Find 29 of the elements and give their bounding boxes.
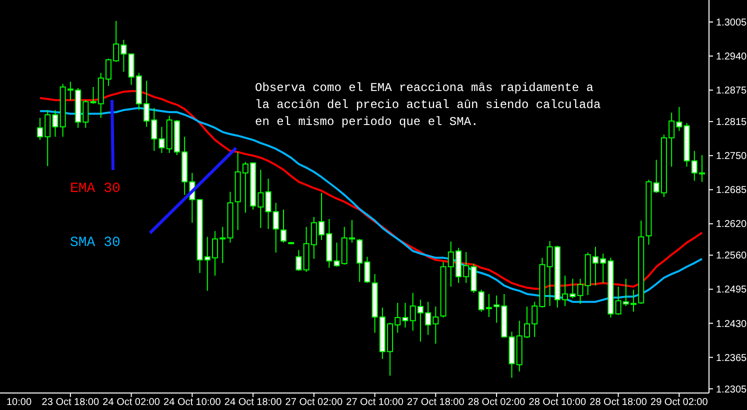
text: 10:00: [6, 397, 32, 408]
y-tick-label: 1.2495: [716, 284, 747, 296]
x-tick-label: 29 Oct 02:00: [650, 397, 708, 408]
y-tick-label: 1.2365: [716, 352, 747, 364]
x-tick-label: 28 Oct 10:00: [528, 397, 586, 408]
y-tick-label: 1.2815: [716, 117, 747, 128]
y-tick-label: 1.2940: [716, 52, 747, 63]
y-tick-label: 1.2560: [716, 250, 747, 262]
x-tick-label: 27 Oct 10:00: [346, 397, 404, 408]
y-tick-label: 1.2305: [716, 384, 747, 396]
x-tick-label: 24 Oct 02:00: [102, 397, 160, 408]
text: EMA 30: [70, 181, 120, 197]
x-tick-label: 23 Oct 18:00: [42, 397, 100, 408]
y-tick-label: 1.3005: [716, 18, 747, 29]
candlestick: [296, 249, 302, 272]
y-tick-label: 1.2750: [716, 151, 747, 162]
x-tick-label: 27 Oct 18:00: [407, 397, 465, 408]
y-tick-label: 1.2685: [716, 185, 747, 196]
x-tick-label: 27 Oct 02:00: [285, 397, 343, 408]
y-tick-label: 1.2430: [716, 318, 747, 330]
x-tick-label: 28 Oct 18:00: [590, 397, 648, 408]
annotation: Observa como el EMA reacciona mâs rapidamente a la acciôn del precio actual aûn siendo calculada en el mismo periodo que el SMA.: [255, 81, 601, 129]
candlestick: [280, 209, 286, 244]
x-tick-label: 24 Oct 18:00: [224, 397, 282, 408]
x-tick-label: 28 Oct 02:00: [468, 397, 526, 408]
text: SMA 30: [70, 235, 120, 251]
y-tick-label: 1.2620: [716, 219, 747, 230]
x-tick-label: 24 Oct 10:00: [164, 397, 222, 408]
y-tick-label: 1.2875: [716, 86, 747, 97]
